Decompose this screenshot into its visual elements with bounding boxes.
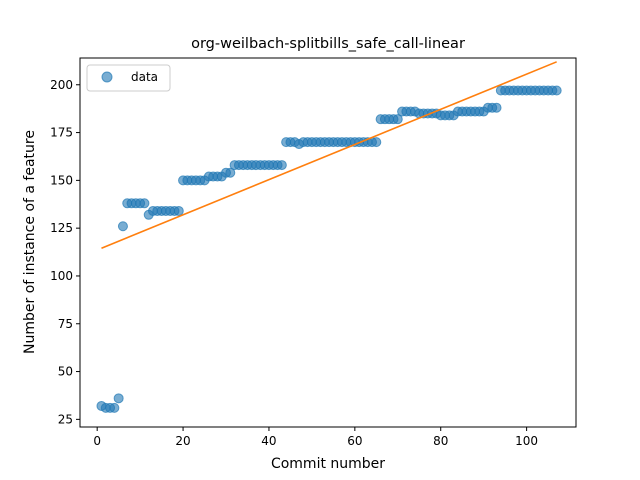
data-point xyxy=(109,402,120,413)
data-point xyxy=(276,160,287,171)
y-tick-label: 25 xyxy=(58,412,73,426)
y-tick-label: 200 xyxy=(50,78,73,92)
plot-frame xyxy=(79,57,577,428)
x-tick-label: 40 xyxy=(261,434,276,448)
x-tick-label: 80 xyxy=(433,434,448,448)
x-tick-label: 100 xyxy=(515,434,538,448)
data-point xyxy=(225,167,236,178)
data-point xyxy=(392,114,403,125)
x-axis: 0 20 40 60 80 100 xyxy=(93,427,538,448)
y-tick-label: 150 xyxy=(50,173,73,187)
legend-label: data xyxy=(131,70,158,84)
x-tick-label: 0 xyxy=(93,434,101,448)
data-point xyxy=(139,198,150,209)
x-tick-label: 60 xyxy=(347,434,362,448)
data-point xyxy=(551,85,562,96)
linear-fit-line xyxy=(101,61,557,249)
y-tick-label: 175 xyxy=(50,126,73,140)
y-tick-label: 125 xyxy=(50,221,73,235)
legend: data xyxy=(86,64,171,92)
data-point xyxy=(371,137,382,148)
y-tick-label: 50 xyxy=(58,365,73,379)
y-tick-label: 75 xyxy=(58,317,73,331)
data-point xyxy=(491,102,502,113)
x-tick-label: 20 xyxy=(175,434,190,448)
y-axis: 25 50 75 100 125 150 175 200 xyxy=(50,78,80,426)
y-axis-title: Number of instance of a feature xyxy=(22,130,38,354)
data-point xyxy=(173,205,184,216)
chart-title: org-weilbach-splitbills_safe_call-linear xyxy=(191,36,465,52)
legend-box xyxy=(86,64,171,92)
plot-area xyxy=(96,61,562,413)
data-point xyxy=(117,221,128,232)
x-axis-title: Commit number xyxy=(271,456,385,472)
y-tick-label: 100 xyxy=(50,269,73,283)
legend-marker xyxy=(101,71,113,83)
data-point xyxy=(113,393,124,404)
